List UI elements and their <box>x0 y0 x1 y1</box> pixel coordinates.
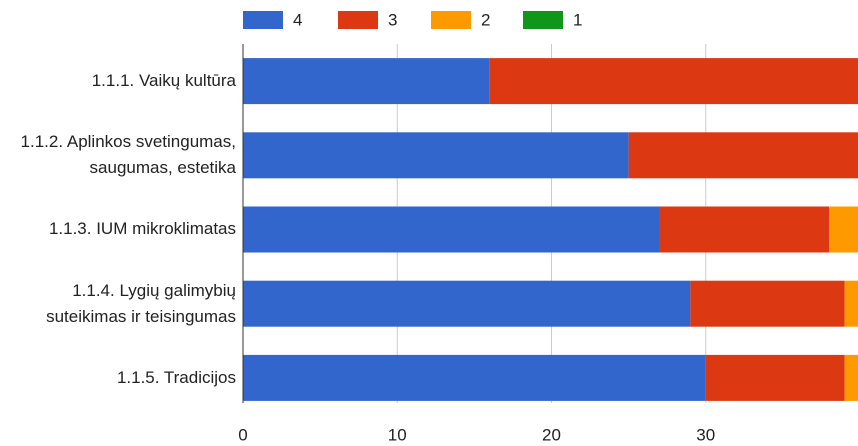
bar-segment <box>628 132 858 179</box>
bar-segment <box>829 206 858 253</box>
legend-swatch <box>243 11 283 29</box>
bar-segment <box>489 58 858 105</box>
y-tick-label: 1.1.4. Lygių galimybių suteikimas ir tei… <box>46 280 236 326</box>
legend-swatch <box>431 11 471 29</box>
bar-segment <box>243 206 660 253</box>
x-tick-label: 20 <box>542 425 561 444</box>
legend-label: 4 <box>293 10 302 29</box>
legend-label: 1 <box>573 10 582 29</box>
y-tick-label: 1.1.1. Vaikų kultūra <box>91 71 236 91</box>
bar-segment <box>705 354 845 401</box>
bar-segment <box>243 354 706 401</box>
x-tick-label: 10 <box>388 425 407 444</box>
x-tick-label: 0 <box>238 425 247 444</box>
x-tick-label: 30 <box>696 425 715 444</box>
bar-segment <box>690 280 845 327</box>
y-tick-label: 1.1.5. Tradicijos <box>116 367 236 387</box>
bar-segment <box>844 354 858 401</box>
y-tick-label: 1.1.2. Aplinkos svetingumas, saugumas, e… <box>20 132 236 178</box>
bar-segment <box>243 132 629 179</box>
legend-label: 3 <box>388 10 397 29</box>
legend-swatch <box>523 11 563 29</box>
legend-label: 2 <box>481 10 490 29</box>
bar-segment <box>243 58 490 105</box>
y-tick-label: 1.1.3. IUM mikroklimatas <box>48 219 236 239</box>
bar-segment <box>659 206 830 253</box>
legend-swatch <box>338 11 378 29</box>
bar-segment <box>844 280 858 327</box>
bar-segment <box>243 280 691 327</box>
